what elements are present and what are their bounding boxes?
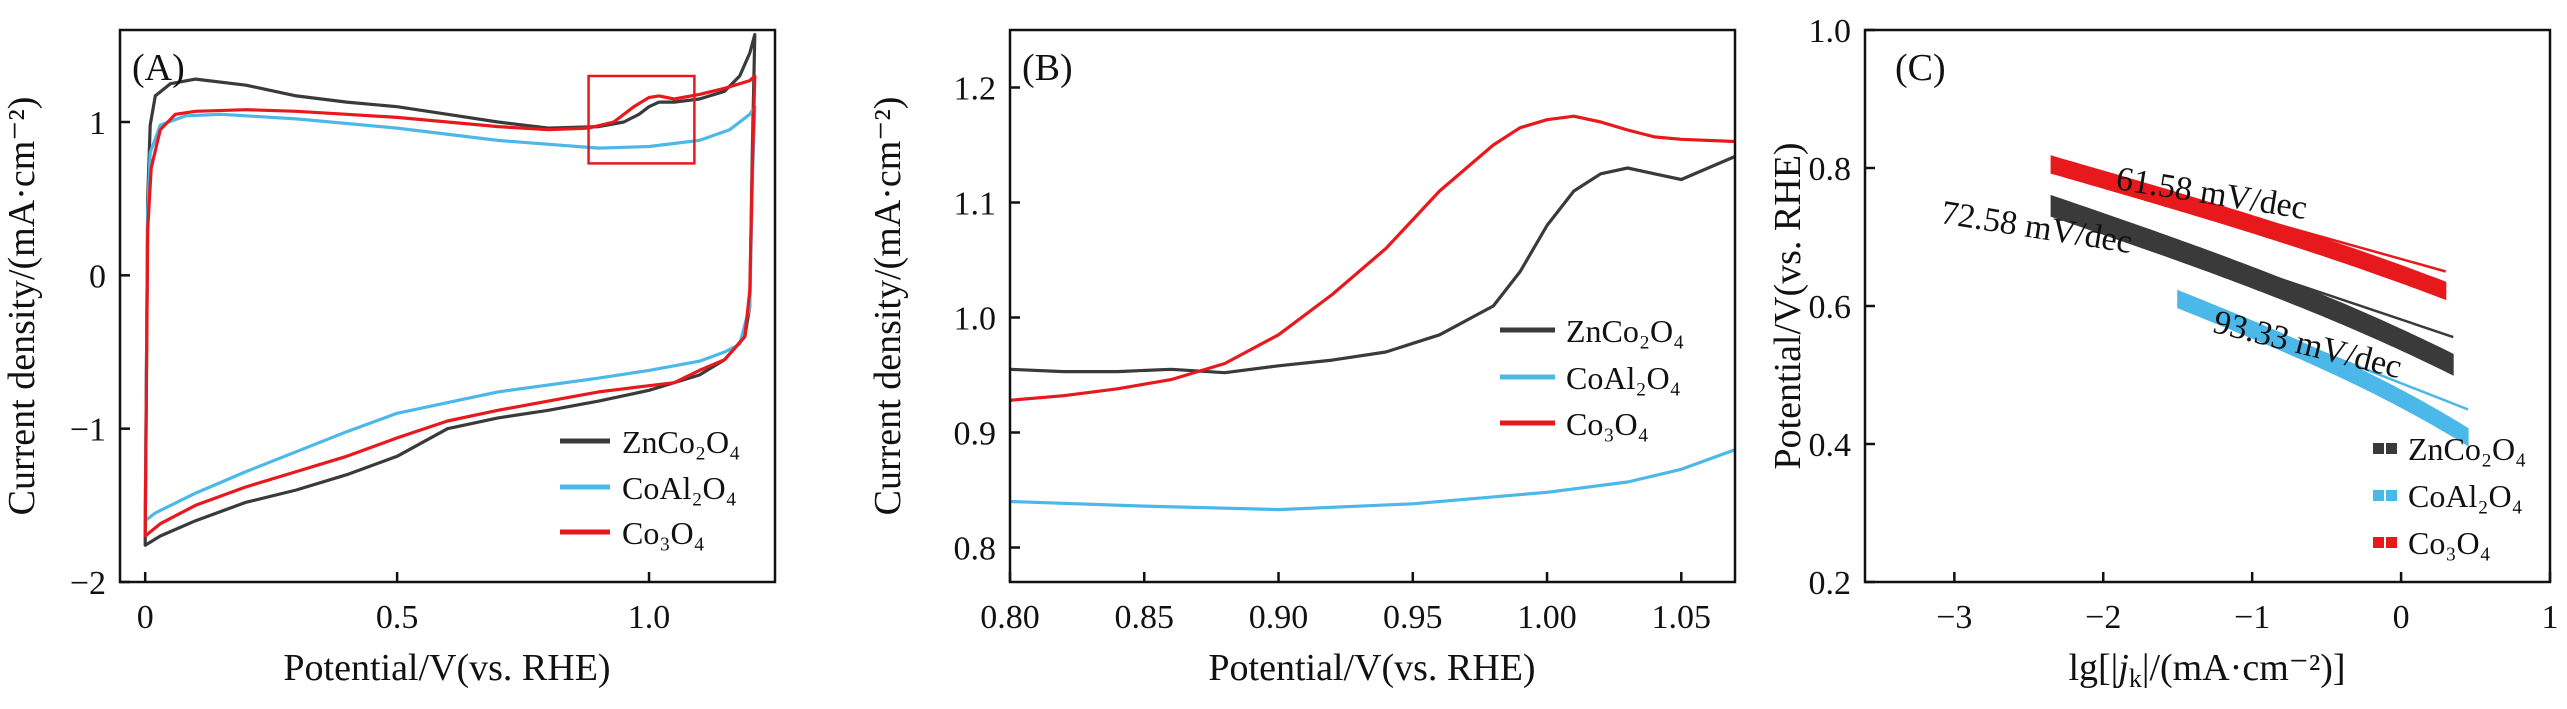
legend-c-marker-znco2o4 bbox=[2373, 443, 2384, 454]
panel-b-ticks: 0.80 0.85 0.90 0.95 1.00 1.05 0.8 0.9 1.0 1.1 1.2 bbox=[954, 71, 1712, 637]
y-tick-label: 1.2 bbox=[954, 71, 997, 108]
tafel-fit-co3o4 bbox=[2050, 159, 2447, 273]
zoom-region-box bbox=[587, 74, 696, 165]
panel-c-ticks: −3 −2 −1 0 1 0.2 0.4 0.6 0.8 1.0 bbox=[1809, 13, 2559, 636]
legend-a-text-co3o4: Co₃O₄ bbox=[622, 515, 705, 551]
zoom-curve-znco2o4 bbox=[1009, 155, 1736, 375]
panel-a-x-axis-label: Potential/V(vs. RHE) bbox=[283, 647, 610, 689]
plot-a-data bbox=[143, 33, 757, 547]
legend-c-marker-co3o4-2 bbox=[2386, 537, 2397, 548]
zoom-curve-coal2o4 bbox=[1009, 448, 1736, 512]
x-tick-label: 0.80 bbox=[980, 599, 1040, 636]
legend-c-marker-znco2o4-2 bbox=[2386, 443, 2397, 454]
legend-b-text-co3o4: Co₃O₄ bbox=[1566, 406, 1649, 442]
panel-c: −3 −2 −1 0 1 0.2 0.4 0.6 0.8 1.0 (C) lg[|jk|/(mA·… bbox=[1767, 13, 2559, 693]
cv-curve-znco2o4 bbox=[143, 33, 757, 547]
legend-c-marker-co3o4 bbox=[2373, 537, 2384, 548]
panel-c-x-axis-label: lg[|jk|/(mA·cm⁻²)] bbox=[2068, 647, 2345, 693]
y-tick-label: 0.2 bbox=[1809, 565, 1852, 602]
x-tick-label: 0 bbox=[2393, 599, 2410, 636]
tafel-points-coal2o4 bbox=[2177, 289, 2469, 447]
legend-b-text-znco2o4: ZnCo₂O₄ bbox=[1566, 313, 1684, 349]
x-tick-label: 1 bbox=[2542, 599, 2559, 636]
panel-a-label: (A) bbox=[132, 47, 185, 89]
panel-b-legend: ZnCo₂O₄ CoAl₂O₄ Co₃O₄ bbox=[1500, 313, 1684, 442]
x-tick-label: 0 bbox=[137, 599, 154, 636]
x-tick-label: 0.85 bbox=[1115, 599, 1175, 636]
tafel-points-znco2o4 bbox=[2050, 194, 2454, 376]
plot-c-data bbox=[2050, 155, 2469, 447]
cv-curve-co3o4 bbox=[143, 74, 757, 538]
panel-c-legend: ZnCo₂O₄ CoAl₂O₄ Co₃O₄ bbox=[2373, 431, 2526, 561]
x-tick-label: 1.05 bbox=[1652, 599, 1712, 636]
tafel-fit-coal2o4 bbox=[2177, 294, 2469, 411]
y-tick-label: 1.0 bbox=[954, 301, 997, 338]
panel-a-y-axis-label: Current density/(mA·cm⁻²) bbox=[1, 97, 43, 516]
tafel-fit-znco2o4 bbox=[2050, 200, 2454, 339]
legend-c-marker-coal2o4 bbox=[2373, 490, 2384, 501]
panel-a-frame bbox=[118, 28, 777, 584]
legend-c-text-co3o4: Co₃O₄ bbox=[2408, 525, 2491, 561]
legend-c-text-coal2o4: CoAl₂O₄ bbox=[2408, 478, 2523, 514]
y-tick-label: 0.8 bbox=[954, 531, 997, 568]
annotation-tafel-znco2o4: 72.58 mV/dec bbox=[1939, 194, 2135, 261]
y-tick-label: 0.9 bbox=[954, 416, 997, 453]
legend-a-text-coal2o4: CoAl₂O₄ bbox=[622, 470, 737, 506]
y-tick-label: 0.4 bbox=[1809, 427, 1852, 464]
legend-c-marker-coal2o4-2 bbox=[2386, 490, 2397, 501]
x-tick-label: 0.95 bbox=[1383, 599, 1443, 636]
panel-a-ticks: 0 0.5 1.0 −2 −1 0 1 bbox=[70, 105, 670, 636]
y-tick-label: 1.0 bbox=[1809, 13, 1852, 50]
x-tick-label: −3 bbox=[1936, 599, 1972, 636]
x-tick-label: −1 bbox=[2234, 599, 2270, 636]
tafel-points-co3o4 bbox=[2050, 155, 2447, 301]
panel-b-label: (B) bbox=[1022, 47, 1073, 89]
x-tick-label: 1.0 bbox=[628, 599, 671, 636]
y-tick-label: −1 bbox=[70, 412, 106, 449]
panel-b-x-axis-label: Potential/V(vs. RHE) bbox=[1208, 647, 1535, 689]
panel-b-frame bbox=[1008, 28, 1737, 584]
plot-b-data bbox=[1009, 114, 1736, 512]
panel-b-y-axis-label: Current density/(mA·cm⁻²) bbox=[867, 97, 909, 516]
panel-a-legend: ZnCo₂O₄ CoAl₂O₄ Co₃O₄ bbox=[560, 424, 740, 551]
x-tick-label: 1.00 bbox=[1517, 599, 1577, 636]
legend-c-text-znco2o4: ZnCo₂O₄ bbox=[2408, 431, 2526, 467]
legend-a-text-znco2o4: ZnCo₂O₄ bbox=[622, 424, 740, 460]
panel-a: 0 0.5 1.0 −2 −1 0 1 (A) Potential/V(vs. RHE) C… bbox=[1, 28, 777, 689]
zoom-curve-co3o4 bbox=[1009, 114, 1736, 402]
y-tick-label: 1.1 bbox=[954, 186, 997, 223]
y-tick-label: 0.6 bbox=[1809, 289, 1852, 326]
x-tick-label: 0.90 bbox=[1249, 599, 1309, 636]
y-tick-label: −2 bbox=[70, 565, 106, 602]
annotation-tafel-coal2o4: 93.33 mV/dec bbox=[2210, 304, 2406, 387]
x-tick-label: −2 bbox=[2085, 599, 2121, 636]
y-tick-label: 0.8 bbox=[1809, 151, 1852, 188]
panel-c-y-axis-label: Potential/V(vs. RHE) bbox=[1767, 142, 1809, 469]
x-tick-label: 0.5 bbox=[376, 599, 419, 636]
panel-c-label: (C) bbox=[1895, 47, 1946, 89]
y-tick-label: 0 bbox=[89, 258, 106, 295]
legend-b-text-coal2o4: CoAl₂O₄ bbox=[1566, 360, 1681, 396]
y-tick-label: 1 bbox=[89, 105, 106, 142]
panel-b: 0.80 0.85 0.90 0.95 1.00 1.050.80.91.01.11.2 … bbox=[867, 28, 1737, 689]
